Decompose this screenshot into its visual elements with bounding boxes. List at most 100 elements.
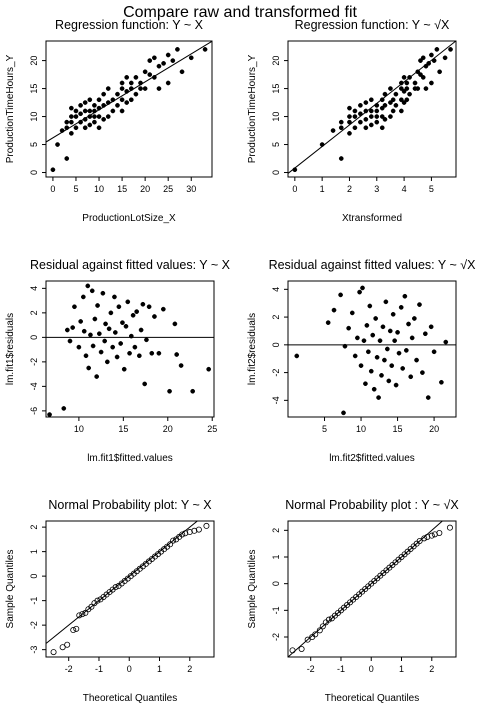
data-point (152, 75, 157, 80)
data-point (377, 338, 383, 344)
x-axis-label: lm.fit2$fitted.values (329, 453, 415, 464)
y-tick-label: 0 (271, 581, 281, 586)
data-point (363, 125, 369, 131)
data-point (363, 108, 369, 114)
x-axis-label: Xtransformed (342, 213, 402, 224)
data-point (76, 612, 83, 619)
data-point (388, 86, 393, 91)
y-axis-label: lm.fit1$residuals (5, 313, 16, 385)
chart-title: Regression function: Y ~ X (55, 18, 204, 32)
x-tick-label: 0 (369, 664, 374, 674)
data-point (393, 103, 399, 108)
y-tick-label: 15 (271, 84, 281, 94)
data-point (92, 108, 97, 114)
data-point (132, 344, 138, 350)
data-point (128, 86, 134, 91)
y-tick-label: 1 (29, 549, 39, 554)
data-point (407, 75, 412, 80)
data-point (206, 366, 212, 372)
data-point (118, 341, 124, 346)
data-point (374, 108, 380, 114)
data-point (374, 114, 380, 119)
regression-line (288, 41, 456, 174)
x-tick-label: 5 (429, 184, 434, 194)
y-axis-label: Sample Quantiles (5, 550, 16, 629)
data-point (395, 329, 400, 335)
data-point (446, 524, 453, 531)
data-point (144, 337, 149, 343)
data-point (69, 130, 74, 136)
data-point (399, 86, 404, 91)
data-point (115, 91, 120, 97)
data-point (398, 305, 404, 310)
y-axis-label: ProductionTimeHours_Y (247, 54, 258, 163)
y-tick-label: -2 (29, 621, 39, 629)
data-point (431, 58, 437, 63)
data-point (319, 142, 325, 147)
chart-panel-4: Residual against fitted values: Y ~ √X 5 1… (247, 258, 476, 464)
data-point (119, 80, 125, 86)
x-tick-label: 20 (163, 424, 173, 434)
data-point (70, 325, 76, 330)
data-point (418, 58, 423, 63)
data-point (86, 365, 92, 371)
data-point (347, 105, 352, 111)
data-point (114, 354, 120, 360)
data-point (50, 167, 56, 173)
data-point (352, 353, 358, 359)
data-point (106, 326, 112, 332)
data-point (112, 294, 117, 300)
data-point (161, 61, 166, 66)
data-point (374, 119, 380, 125)
data-point (368, 108, 374, 114)
data-point (429, 80, 434, 86)
y-tick-label: -2 (271, 633, 281, 641)
x-tick-label: 20 (429, 424, 439, 434)
data-point (292, 167, 298, 173)
x-tick-label: 25 (207, 424, 217, 434)
data-point (352, 114, 358, 119)
data-point (92, 316, 98, 322)
data-point (101, 91, 106, 97)
data-point (374, 103, 380, 108)
data-point (96, 114, 102, 119)
data-point (406, 321, 411, 327)
y-tick-label: 20 (271, 56, 281, 66)
data-point (388, 100, 393, 105)
data-point (415, 86, 421, 91)
y-tick-label: 1 (271, 554, 281, 559)
data-point (358, 111, 363, 117)
data-point (156, 63, 162, 69)
data-point (379, 97, 385, 103)
data-point (73, 114, 79, 119)
data-point (439, 379, 444, 385)
data-point (89, 288, 95, 294)
data-point (338, 156, 344, 161)
data-point (390, 108, 396, 114)
data-point (347, 114, 352, 119)
data-point (82, 117, 88, 122)
data-point (382, 91, 388, 97)
data-point (125, 299, 131, 305)
x-axis-label: Theoretical Quantiles (83, 693, 178, 704)
data-point (70, 627, 77, 634)
data-point (142, 69, 148, 75)
data-point (147, 58, 153, 63)
data-point (330, 128, 336, 133)
x-tick-label: 0 (127, 664, 132, 674)
data-point (342, 343, 348, 349)
x-tick-label: 0 (292, 184, 297, 194)
data-point (437, 69, 442, 75)
data-point (138, 327, 144, 333)
data-point (349, 310, 355, 316)
data-point (182, 530, 189, 537)
data-point (186, 529, 193, 536)
data-point (390, 97, 396, 103)
data-point (179, 69, 185, 75)
data-point (428, 532, 435, 539)
data-point (127, 350, 132, 356)
data-point (110, 108, 116, 114)
data-point (96, 97, 102, 103)
x-tick-label: 1 (399, 664, 404, 674)
data-point (352, 125, 358, 131)
